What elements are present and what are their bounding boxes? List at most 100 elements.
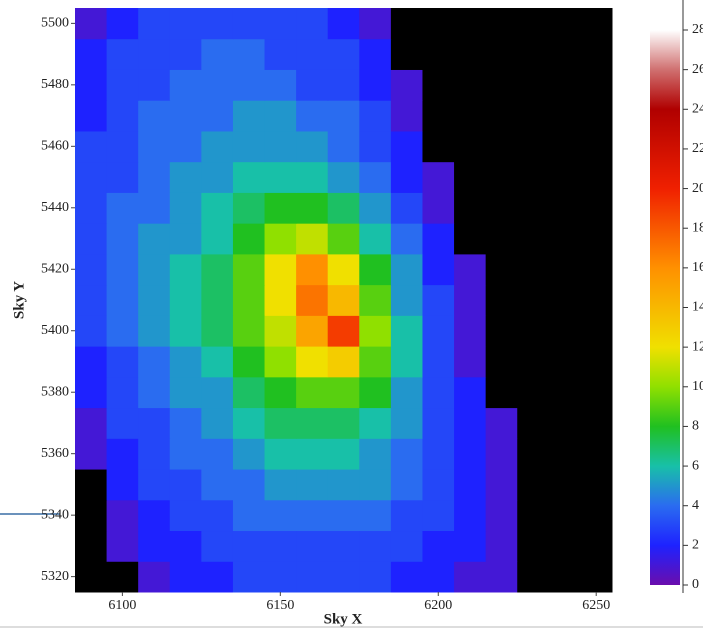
heat-cell	[548, 69, 581, 101]
heat-cell	[517, 253, 550, 286]
heat-cell	[548, 223, 581, 255]
heat-cell	[75, 407, 108, 439]
heat-cell	[327, 561, 360, 593]
heat-cell	[264, 69, 297, 101]
heat-cell	[296, 469, 329, 501]
heat-cell	[485, 69, 518, 101]
heat-cell	[106, 284, 139, 316]
heat-cell	[75, 8, 108, 40]
heat-cell	[390, 407, 423, 439]
heat-cell	[75, 561, 108, 593]
heat-cell	[517, 499, 550, 532]
heat-cell	[201, 438, 234, 470]
y-tick-label: 5380	[41, 384, 69, 399]
heat-cell	[390, 8, 423, 40]
heat-cell	[517, 407, 550, 439]
heat-cell	[201, 284, 234, 316]
heat-cell	[201, 253, 234, 286]
heat-cell	[106, 100, 139, 132]
heat-cell	[169, 284, 202, 316]
heat-cell	[169, 253, 202, 286]
heat-cell	[138, 315, 171, 347]
heat-cell	[232, 499, 266, 532]
heat-cell	[201, 346, 234, 378]
colorbar-tick-label: 6	[692, 458, 699, 473]
heat-cell	[296, 315, 329, 347]
heat-cell	[138, 8, 171, 40]
heat-cell	[232, 130, 266, 163]
heat-cell	[422, 100, 455, 132]
heat-cell	[232, 407, 266, 439]
heat-cell	[169, 69, 202, 101]
heat-cell	[580, 469, 613, 501]
heat-cell	[169, 161, 202, 193]
heat-cell	[138, 499, 171, 532]
heat-cell	[485, 376, 518, 409]
heat-cell	[485, 561, 518, 593]
x-tick-label: 6200	[424, 598, 452, 613]
heat-cell	[106, 253, 139, 286]
heat-cell	[580, 130, 613, 163]
heat-cell	[296, 130, 329, 163]
heat-cell	[106, 530, 139, 562]
heat-cell	[232, 100, 266, 132]
heat-cell	[485, 38, 518, 70]
heat-cell	[580, 223, 613, 255]
y-tick-label: 5440	[41, 200, 69, 215]
heat-cell	[454, 223, 487, 255]
heat-cell	[264, 407, 297, 439]
heat-cell	[75, 530, 108, 562]
heat-cell	[390, 284, 423, 316]
heat-cell	[264, 561, 297, 593]
heat-cell	[580, 346, 613, 378]
heat-cell	[390, 69, 423, 101]
heat-cell	[264, 130, 297, 163]
heat-cell	[517, 376, 550, 409]
y-tick-label: 5420	[41, 261, 69, 276]
heat-cell	[359, 438, 392, 470]
heat-cell	[264, 8, 297, 40]
heat-cell	[485, 530, 518, 562]
heat-cell	[264, 192, 297, 224]
heat-cell	[548, 284, 581, 316]
heat-cell	[75, 469, 108, 501]
heat-cell	[390, 315, 423, 347]
heat-cell	[422, 38, 455, 70]
heat-cell	[264, 223, 297, 255]
heat-cell	[106, 376, 139, 409]
heat-cell	[327, 469, 360, 501]
heat-cell	[106, 438, 139, 470]
heat-cell	[327, 161, 360, 193]
heat-cell	[169, 438, 202, 470]
heat-cell	[517, 315, 550, 347]
heat-cell	[106, 346, 139, 378]
heat-cell	[390, 561, 423, 593]
heat-cell	[485, 499, 518, 532]
heat-cell	[548, 469, 581, 501]
heat-cell	[422, 253, 455, 286]
heat-cell	[422, 376, 455, 409]
heat-cell	[75, 376, 108, 409]
heat-cell	[264, 315, 297, 347]
heat-cell	[580, 438, 613, 470]
heat-cell	[359, 530, 392, 562]
heat-cell	[454, 253, 487, 286]
colorbar-tick-label: 8	[692, 419, 699, 434]
heat-cell	[422, 438, 455, 470]
heat-cell	[201, 161, 234, 193]
heat-cell	[106, 69, 139, 101]
heat-cell	[201, 38, 234, 70]
heat-cell	[296, 407, 329, 439]
heat-cell	[580, 499, 613, 532]
heat-cell	[548, 8, 581, 40]
heat-cell	[485, 315, 518, 347]
heat-cell	[75, 161, 108, 193]
heat-cell	[232, 376, 266, 409]
heat-cell	[138, 346, 171, 378]
heat-cell	[264, 438, 297, 470]
heat-cell	[327, 315, 360, 347]
heat-cell	[296, 161, 329, 193]
heat-cell	[454, 130, 487, 163]
heat-cell	[359, 161, 392, 193]
heat-cell	[580, 376, 613, 409]
